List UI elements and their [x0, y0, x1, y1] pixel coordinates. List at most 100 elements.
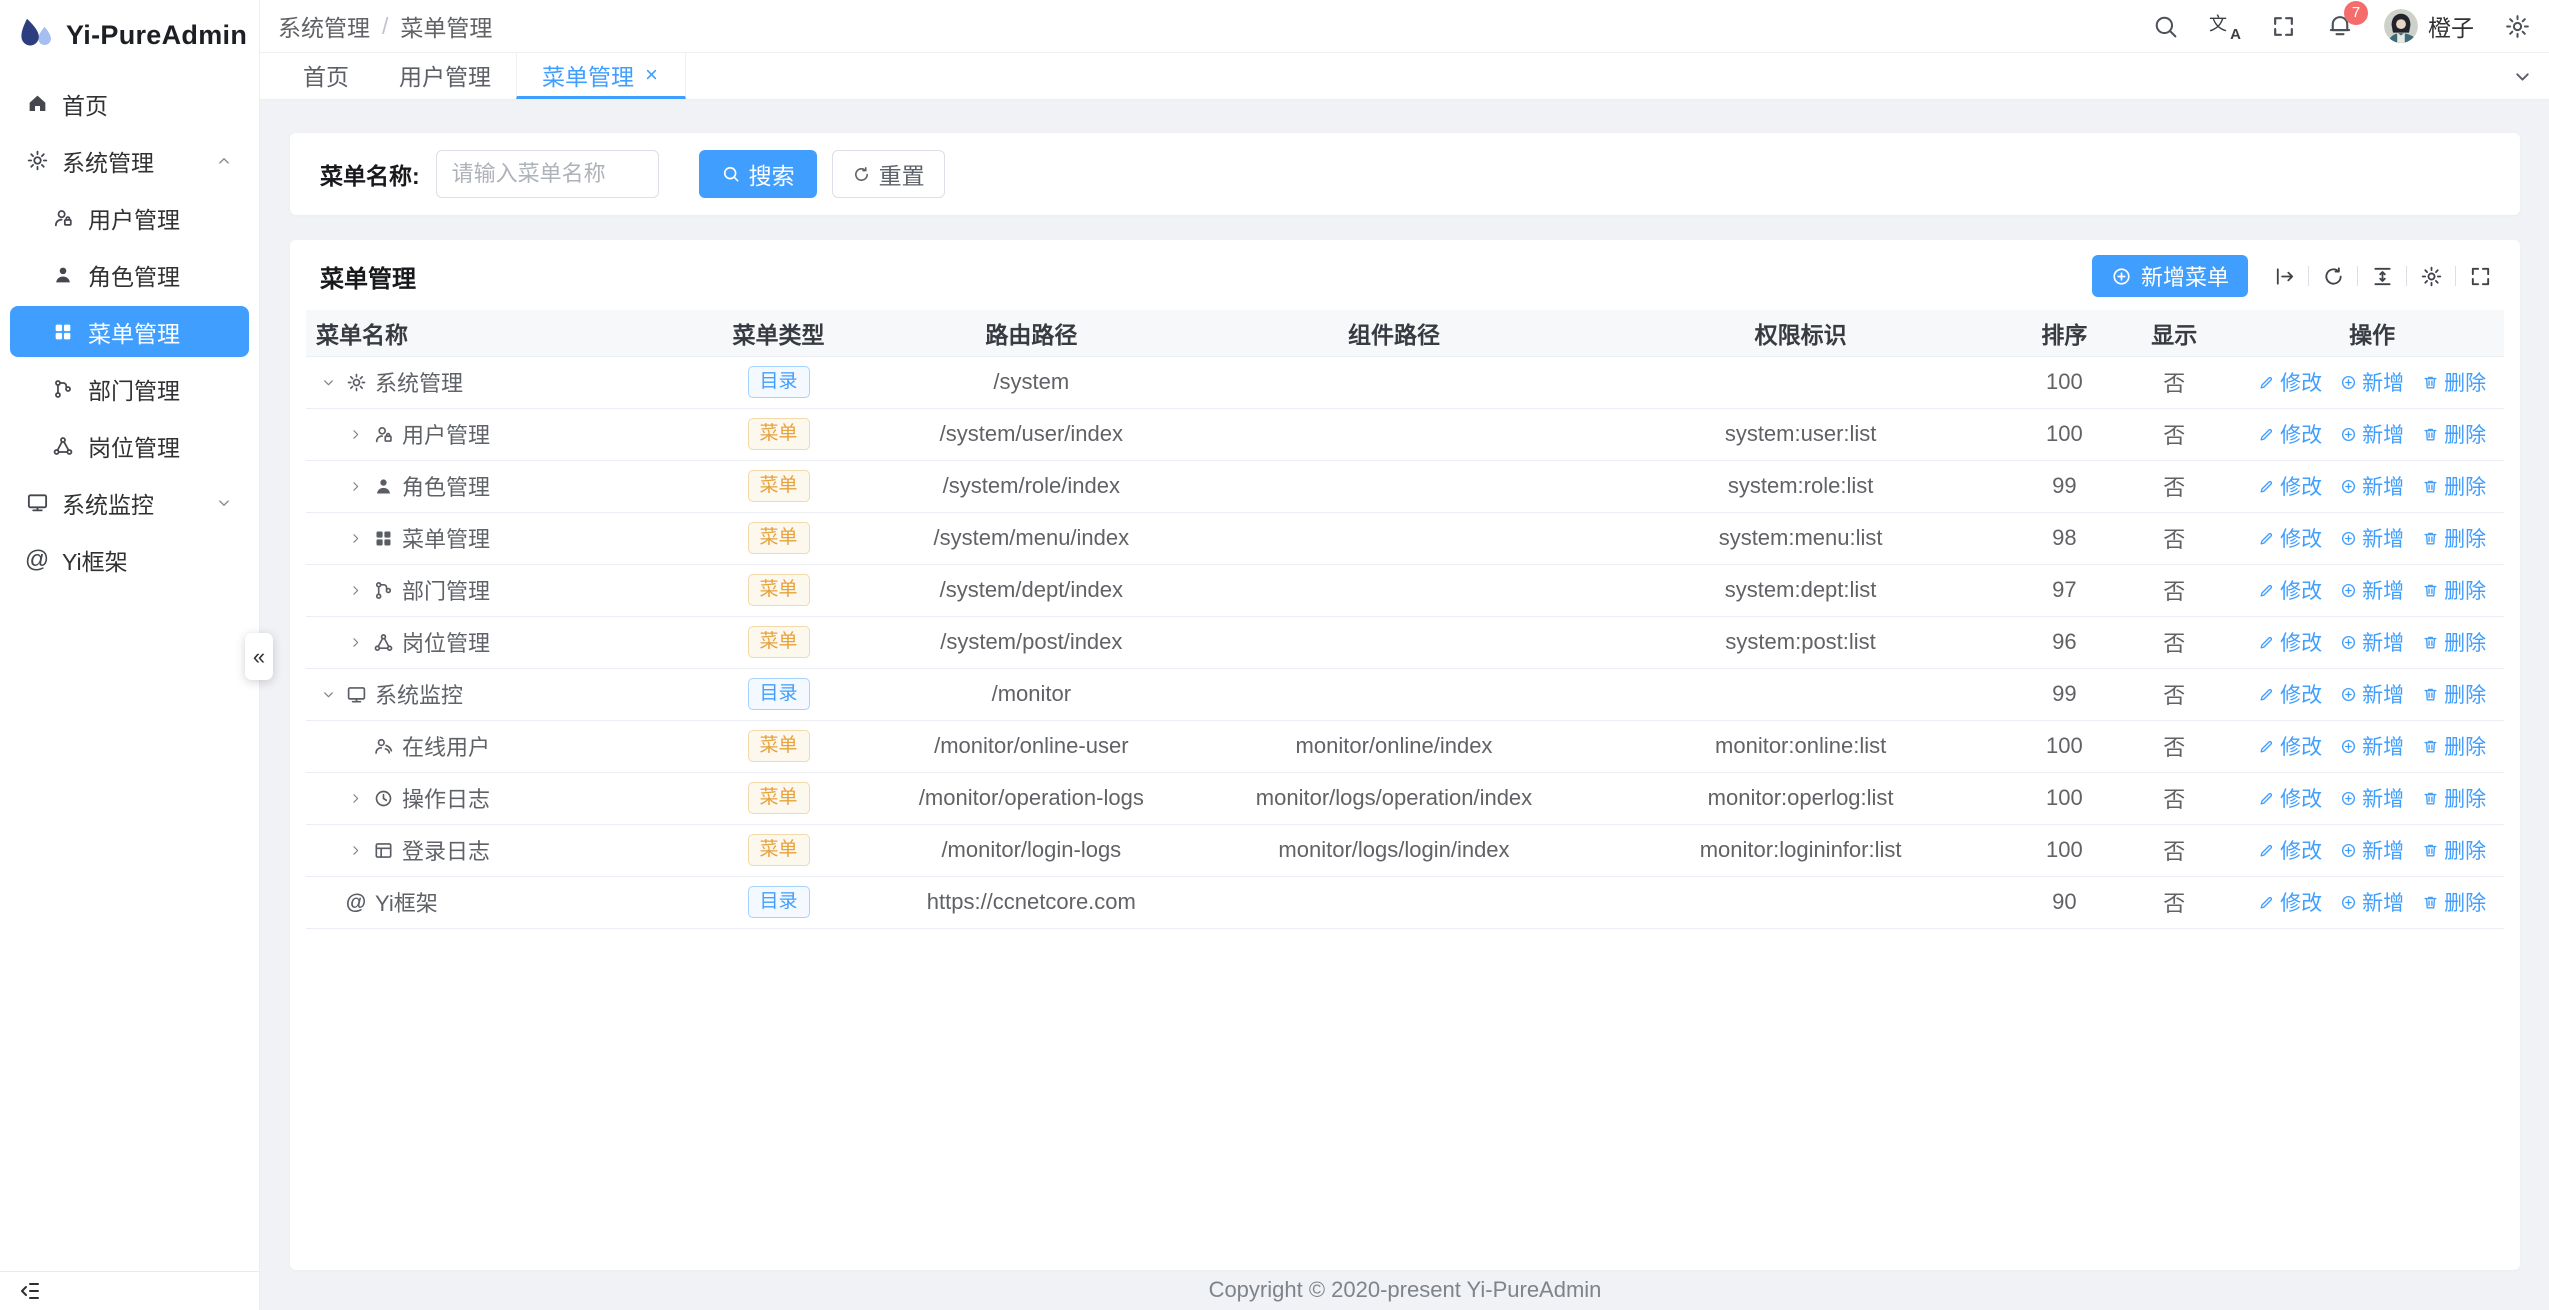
sidebar-item-user-management[interactable]: 用户管理 [10, 192, 249, 243]
row-action-edit[interactable]: 修改 [2258, 835, 2322, 865]
row-action-edit[interactable]: 修改 [2258, 419, 2322, 449]
row-action-delete[interactable]: 删除 [2422, 627, 2486, 657]
reset-button[interactable]: 重置 [831, 150, 945, 198]
chevron-down-icon[interactable] [320, 375, 337, 390]
row-action-delete[interactable]: 删除 [2422, 731, 2486, 761]
chevron-right-icon[interactable] [347, 791, 364, 806]
breadcrumb: 系统管理 / 菜单管理 [278, 9, 492, 43]
tabs-dropdown-chevron-icon[interactable] [2495, 53, 2549, 99]
table-fullscreen-icon[interactable] [2456, 265, 2504, 288]
post-icon [372, 632, 394, 653]
row-action-add[interactable]: 新增 [2340, 731, 2404, 761]
tree-icon [50, 376, 76, 402]
collapse-sidebar-icon[interactable] [18, 1279, 42, 1303]
row-action-add[interactable]: 新增 [2340, 679, 2404, 709]
sidebar-collapse-fab[interactable]: « [245, 633, 273, 680]
row-action-delete[interactable]: 删除 [2422, 835, 2486, 865]
row-action-edit[interactable]: 修改 [2258, 367, 2322, 397]
notification-badge: 7 [2344, 1, 2368, 25]
chevron-right-icon[interactable] [347, 583, 364, 598]
menu-type-tag: 菜单 [747, 730, 810, 762]
row-action-add[interactable]: 新增 [2340, 419, 2404, 449]
menu-type-tag: 菜单 [747, 782, 810, 814]
card-title: 菜单管理 [320, 265, 416, 293]
cell-menu-type: 目录 [701, 668, 856, 721]
row-action-delete[interactable]: 删除 [2422, 471, 2486, 501]
cell-menu-type: 菜单 [701, 564, 856, 617]
row-action-edit[interactable]: 修改 [2258, 627, 2322, 657]
chevron-down-icon[interactable] [320, 687, 337, 702]
menu-type-tag: 目录 [747, 678, 810, 710]
cell-actions: 修改 新增 删除 [2240, 356, 2504, 409]
menu-type-tag: 菜单 [747, 418, 810, 450]
chevron-right-icon[interactable] [347, 843, 364, 858]
row-action-delete[interactable]: 删除 [2422, 887, 2486, 917]
row-density-icon[interactable] [2358, 265, 2406, 288]
footer-copyright: Copyright © 2020-present Yi-PureAdmin [1208, 1277, 1602, 1302]
col-permission: 权限标识 [1580, 310, 2021, 357]
column-settings-gear-icon[interactable] [2407, 265, 2455, 288]
cell-visible: 否 [2108, 460, 2241, 513]
row-action-delete[interactable]: 删除 [2422, 575, 2486, 605]
sidebar-item-home[interactable]: 首页 [10, 78, 249, 129]
row-action-edit[interactable]: 修改 [2258, 783, 2322, 813]
cell-menu-name: 部门管理 [306, 564, 702, 617]
cell-menu-type: 菜单 [701, 460, 856, 513]
tab-menu-management[interactable]: 菜单管理 [516, 53, 686, 99]
chevron-right-icon[interactable] [347, 531, 364, 546]
row-action-edit[interactable]: 修改 [2258, 471, 2322, 501]
menu-name-input[interactable] [435, 150, 659, 198]
row-action-delete[interactable]: 删除 [2422, 367, 2486, 397]
row-action-add[interactable]: 新增 [2340, 367, 2404, 397]
expand-toggle-icon[interactable] [2260, 265, 2308, 288]
search-icon[interactable] [2152, 13, 2179, 40]
row-action-delete[interactable]: 删除 [2422, 783, 2486, 813]
breadcrumb-item-system[interactable]: 系统管理 [278, 15, 370, 41]
row-action-delete[interactable]: 删除 [2422, 679, 2486, 709]
row-action-add[interactable]: 新增 [2340, 887, 2404, 917]
row-action-edit[interactable]: 修改 [2258, 575, 2322, 605]
search-field-label: 菜单名称: [320, 163, 420, 189]
row-action-add[interactable]: 新增 [2340, 575, 2404, 605]
row-action-add[interactable]: 新增 [2340, 835, 2404, 865]
sidebar-item-post-management[interactable]: 岗位管理 [10, 420, 249, 471]
add-menu-button[interactable]: 新增菜单 [2091, 255, 2248, 297]
sidebar-item-system-management[interactable]: 系统管理 [10, 135, 249, 186]
cell-component-path [1207, 512, 1581, 565]
sidebar-item-menu-management[interactable]: 菜单管理 [10, 306, 249, 357]
sidebar-item-system-monitor[interactable]: 系统监控 [10, 477, 249, 528]
cell-route-path: /system/dept/index [855, 564, 1208, 617]
chevron-right-icon[interactable] [347, 479, 364, 494]
table-header-row: 菜单名称 菜单类型 路由路径 组件路径 权限标识 排序 显示 操作 [306, 310, 2504, 357]
row-action-add[interactable]: 新增 [2340, 523, 2404, 553]
row-action-edit[interactable]: 修改 [2258, 887, 2322, 917]
row-action-add[interactable]: 新增 [2340, 783, 2404, 813]
logo[interactable]: Yi-PureAdmin [0, 0, 259, 70]
row-action-edit[interactable]: 修改 [2258, 731, 2322, 761]
sidebar-item-dept-management[interactable]: 部门管理 [10, 363, 249, 414]
row-action-delete[interactable]: 删除 [2422, 419, 2486, 449]
chevron-right-icon[interactable] [347, 635, 364, 650]
user-menu[interactable]: 橙子 [2384, 9, 2474, 43]
fullscreen-icon[interactable] [2271, 14, 2296, 39]
tab-home[interactable]: 首页 [303, 63, 349, 90]
grid-icon [50, 319, 76, 345]
tab-close-icon[interactable] [643, 66, 660, 83]
notification-bell-icon[interactable]: 7 [2326, 1, 2368, 40]
settings-gear-icon[interactable] [2504, 13, 2531, 40]
sidebar-item-role-management[interactable]: 角色管理 [10, 249, 249, 300]
sidebar-item-yi-framework[interactable]: @ Yi框架 [24, 545, 128, 575]
search-button[interactable]: 搜索 [698, 150, 817, 198]
row-action-add[interactable]: 新增 [2340, 627, 2404, 657]
row-action-add[interactable]: 新增 [2340, 471, 2404, 501]
role-icon [372, 476, 394, 497]
post-icon [50, 433, 76, 459]
row-action-delete[interactable]: 删除 [2422, 523, 2486, 553]
sidebar-footer [0, 1271, 259, 1310]
refresh-icon[interactable] [2309, 265, 2357, 288]
row-action-edit[interactable]: 修改 [2258, 523, 2322, 553]
chevron-right-icon[interactable] [347, 427, 364, 442]
row-action-edit[interactable]: 修改 [2258, 679, 2322, 709]
tab-user-management[interactable]: 用户管理 [399, 63, 491, 90]
